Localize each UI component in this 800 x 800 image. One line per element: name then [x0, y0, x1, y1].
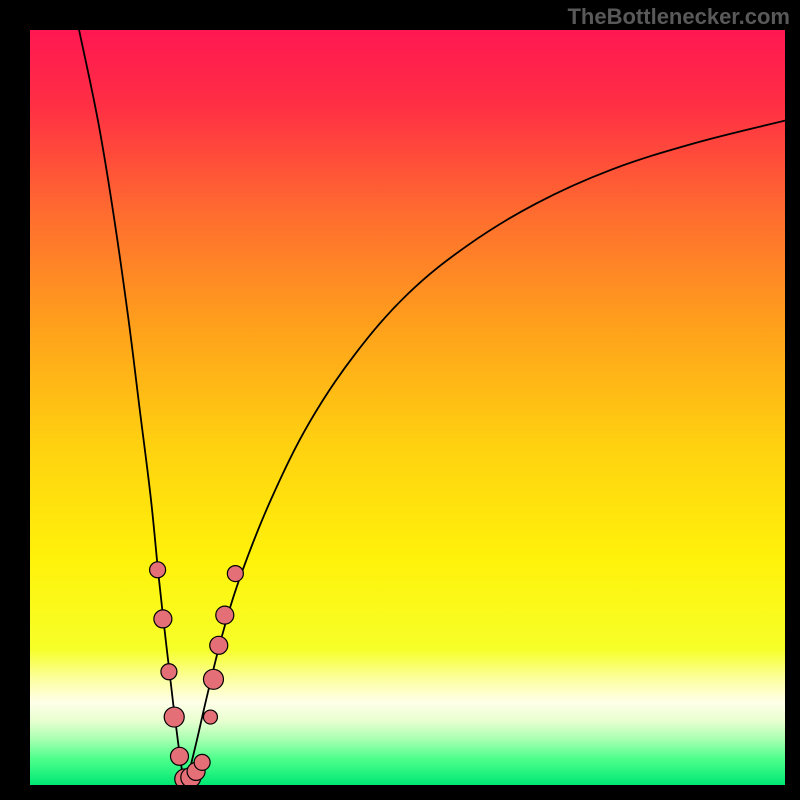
data-marker [203, 669, 223, 689]
data-marker [161, 664, 177, 680]
chart-container: TheBottlenecker.com [0, 0, 800, 800]
curve-layer [0, 0, 800, 800]
data-marker [170, 747, 188, 765]
data-marker [210, 636, 228, 654]
curve-right-branch [185, 121, 785, 784]
watermark-text: TheBottlenecker.com [567, 4, 790, 30]
data-marker [227, 566, 243, 582]
data-marker [203, 710, 217, 724]
data-marker [164, 707, 184, 727]
data-marker [194, 754, 210, 770]
data-marker [216, 606, 234, 624]
data-marker [150, 562, 166, 578]
data-marker [154, 610, 172, 628]
